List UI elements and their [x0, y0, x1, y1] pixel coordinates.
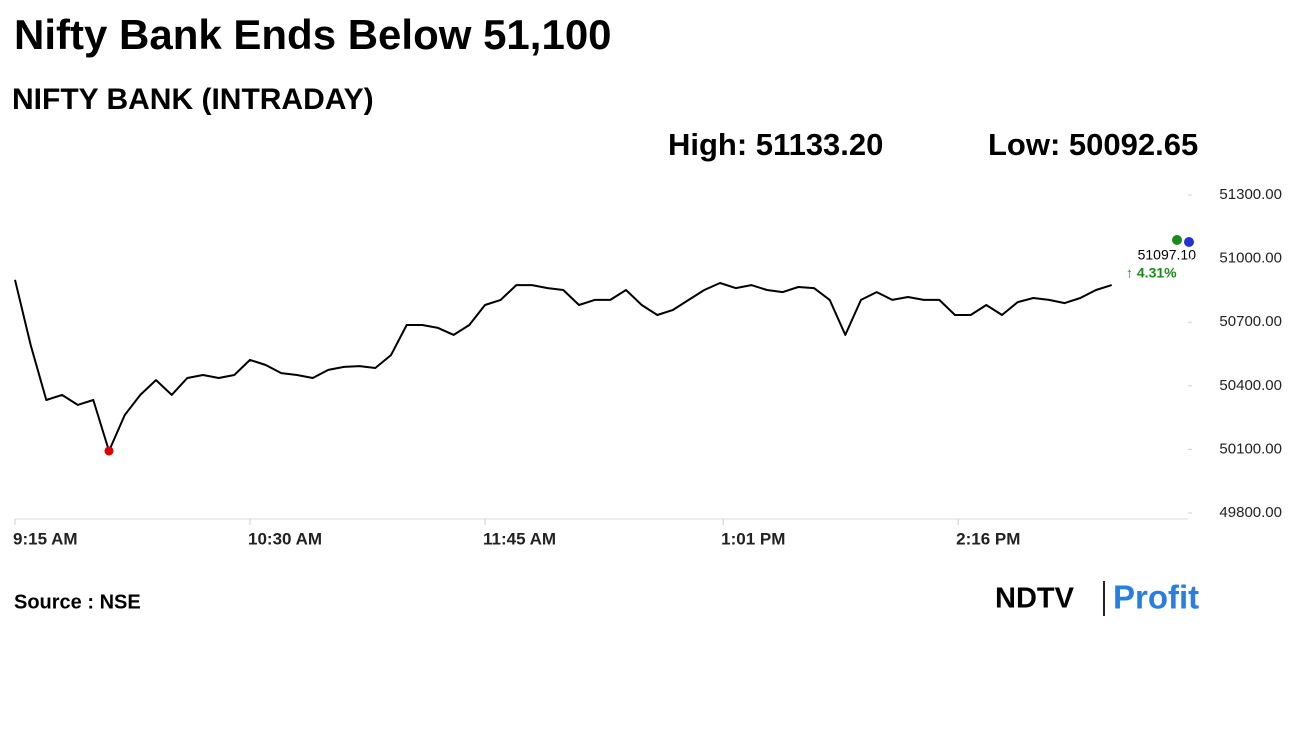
y-tick-label: 49800.00: [1219, 504, 1282, 521]
change-label: ↑ 4.31%: [1126, 265, 1177, 281]
source: Source : NSE: [14, 591, 141, 613]
chart-subtitle: NIFTY BANK (INTRADAY): [12, 83, 374, 116]
indicator-dot: [1184, 237, 1194, 247]
price-line: [14, 279, 1112, 452]
y-tick-label: 50400.00: [1219, 377, 1282, 394]
x-tick-label: 10:30 AM: [248, 529, 322, 548]
x-tick-label: 11:45 AM: [483, 529, 556, 548]
low-marker: [104, 446, 114, 456]
x-tick-label: 9:15 AM: [13, 529, 78, 548]
last-value-label: 51097.10: [1138, 247, 1197, 263]
x-tick-label: 1:01 PM: [721, 529, 785, 548]
y-tick-label: 51000.00: [1219, 250, 1282, 267]
y-tick-label: 50100.00: [1219, 440, 1282, 457]
y-tick-label: 50700.00: [1219, 313, 1282, 330]
y-tick-label: 51300.00: [1219, 186, 1282, 203]
logo-product: Profit: [1113, 579, 1199, 616]
logo-brand: NDTV: [995, 583, 1075, 615]
indicator-dot: [1172, 235, 1182, 245]
high-label: High: 51133.20: [668, 127, 883, 162]
low-label: Low: 50092.65: [988, 127, 1198, 162]
chart-title: Nifty Bank Ends Below 51,100: [14, 11, 612, 58]
x-tick-label: 2:16 PM: [956, 529, 1020, 548]
